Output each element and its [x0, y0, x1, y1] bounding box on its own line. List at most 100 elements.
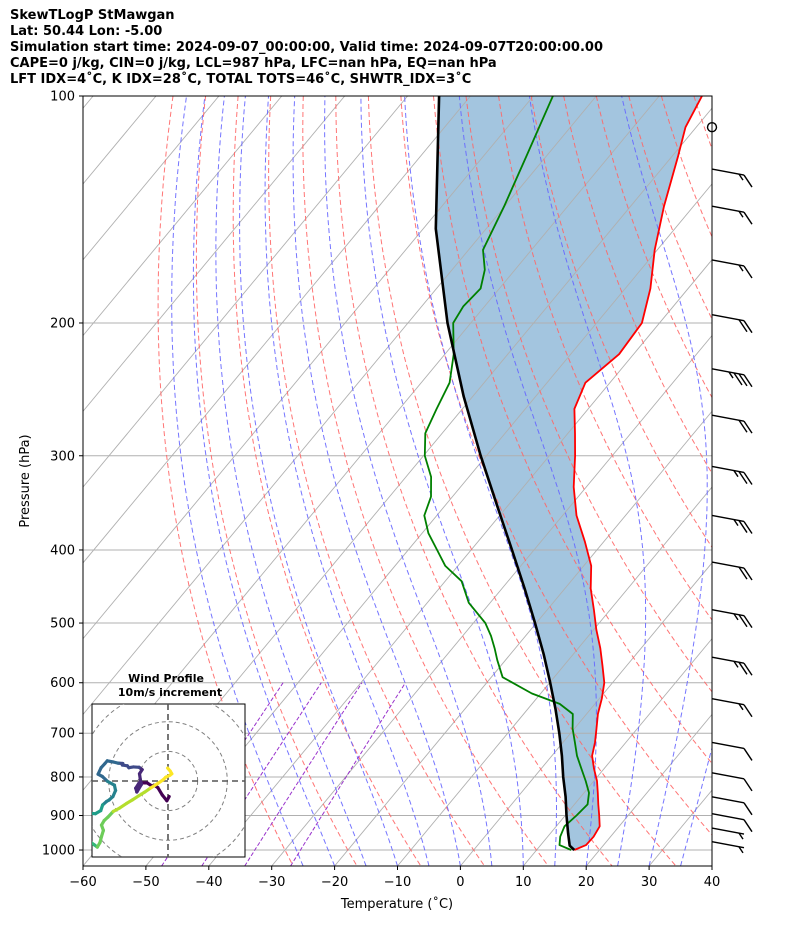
wind-barb [711, 772, 753, 792]
y-tick-label: 1000 [42, 844, 75, 859]
barb-full-flag [733, 372, 743, 386]
barb-full-flag [743, 778, 753, 792]
x-tick-label: −60 [69, 875, 96, 890]
isotherm-gridline [83, 96, 471, 564]
y-tick-label: 400 [50, 543, 75, 558]
barb-half-flag [738, 173, 744, 181]
isotherm-gridline [83, 96, 220, 261]
x-tick-label: −10 [384, 875, 411, 890]
barb-half-flag [738, 210, 744, 218]
moist-adiabat [360, 96, 524, 866]
barb-staff [711, 561, 745, 569]
barb-full-flag [743, 374, 753, 388]
dry-adiabats [157, 96, 712, 866]
barb-staff [711, 465, 745, 474]
moist-adiabat [324, 96, 493, 866]
wind-barb [711, 414, 753, 434]
barb-full-flag [743, 265, 753, 279]
barb-staff [711, 698, 745, 706]
isotherm-gridline [83, 96, 534, 640]
barb-half-flag [738, 846, 744, 854]
barb-half-flag [738, 832, 744, 840]
barb-half-flag [733, 519, 739, 527]
x-axis-ticks: −60 −50 −40 −30 −20 −10 0 10 20 30 40 [69, 866, 720, 890]
x-tick-label: 20 [578, 875, 595, 890]
y-tick-label: 800 [50, 770, 75, 785]
barb-staff [711, 772, 745, 780]
barb-staff [711, 841, 745, 849]
barb-staff [711, 514, 745, 523]
y-tick-label: 700 [50, 727, 75, 742]
dry-adiabat [302, 96, 549, 866]
hodograph-segment [73, 836, 78, 837]
dry-adiabat [335, 96, 613, 866]
barb-half-flag [738, 703, 744, 711]
barb-staff [711, 368, 745, 376]
barb-full-flag [743, 472, 753, 485]
stability-indices-cape: CAPE=0 j/kg, CIN=0 j/kg, LCL=987 hPa, LF… [10, 56, 497, 71]
x-tick-label: 30 [641, 875, 658, 890]
dry-adiabat [465, 96, 712, 693]
barb-staff [711, 656, 745, 664]
dry-adiabat [660, 96, 712, 238]
mixing-ratio-line [244, 682, 363, 866]
y-tick-label: 300 [50, 449, 75, 464]
temperature-profile [572, 96, 703, 851]
barb-staff [711, 168, 745, 176]
isotherm-gridline [145, 183, 712, 866]
moist-adiabat [192, 96, 336, 866]
chart-header: SkewTLogP StMawgan Lat: 50.44 Lon: -5.00… [10, 8, 790, 88]
barb-full-flag [743, 615, 753, 629]
wind-barb [711, 796, 753, 816]
moist-adiabat [711, 864, 712, 866]
wind-barb [711, 465, 753, 485]
dry-adiabat [367, 96, 677, 866]
dry-adiabat [433, 96, 712, 765]
barb-full-flag [743, 211, 753, 225]
location-coordinates: Lat: 50.44 Lon: -5.00 [10, 24, 163, 39]
wind-barb [711, 561, 753, 581]
y-tick-label: 900 [50, 809, 75, 824]
moist-adiabat [292, 96, 461, 866]
barb-half-flag [733, 470, 739, 478]
wind-barb [711, 698, 753, 718]
barb-full-flag [743, 819, 753, 833]
wind-barb [711, 314, 753, 334]
hodograph-segment [166, 766, 172, 773]
hodograph-segment [76, 823, 79, 830]
mixing-ratio-lines [161, 682, 406, 866]
moist-adiabat [264, 96, 430, 866]
dry-adiabat [195, 96, 358, 866]
isotherm-gridline [83, 96, 597, 716]
barb-full-flag [738, 319, 748, 333]
barb-half-flag [738, 264, 744, 272]
barb-staff [711, 314, 745, 322]
simulation-times: Simulation start time: 2024-09-07_00:00:… [10, 40, 603, 55]
hodograph-segment [84, 813, 88, 816]
wind-barbs [706, 122, 753, 854]
isotherm-gridline [83, 96, 346, 413]
hodograph-segment [72, 833, 73, 837]
isotherm-gridline [711, 865, 712, 866]
hodograph-segment [72, 830, 75, 833]
x-tick-label: 10 [515, 875, 532, 890]
barb-full-flag [743, 802, 753, 816]
moist-adiabat [215, 96, 367, 866]
y-tick-label: 200 [50, 316, 75, 331]
barb-staff [711, 414, 745, 422]
dry-adiabat [563, 96, 712, 475]
wind-barb [711, 608, 753, 629]
barb-staff [711, 608, 745, 617]
hodograph-title: Wind Profile [128, 672, 204, 685]
isotherm-gridline [397, 486, 712, 866]
hodograph-subtitle: 10m/s increment [118, 686, 222, 699]
moist-adiabat [239, 96, 398, 866]
wind-barb [711, 827, 745, 840]
barb-full-flag [743, 662, 753, 676]
barb-staff [711, 813, 745, 821]
moist-adiabat [528, 96, 647, 866]
wind-barb [711, 841, 745, 854]
parcel-profile [434, 96, 576, 851]
y-tick-label: 500 [50, 617, 75, 632]
isotherm-gridline [460, 562, 712, 866]
